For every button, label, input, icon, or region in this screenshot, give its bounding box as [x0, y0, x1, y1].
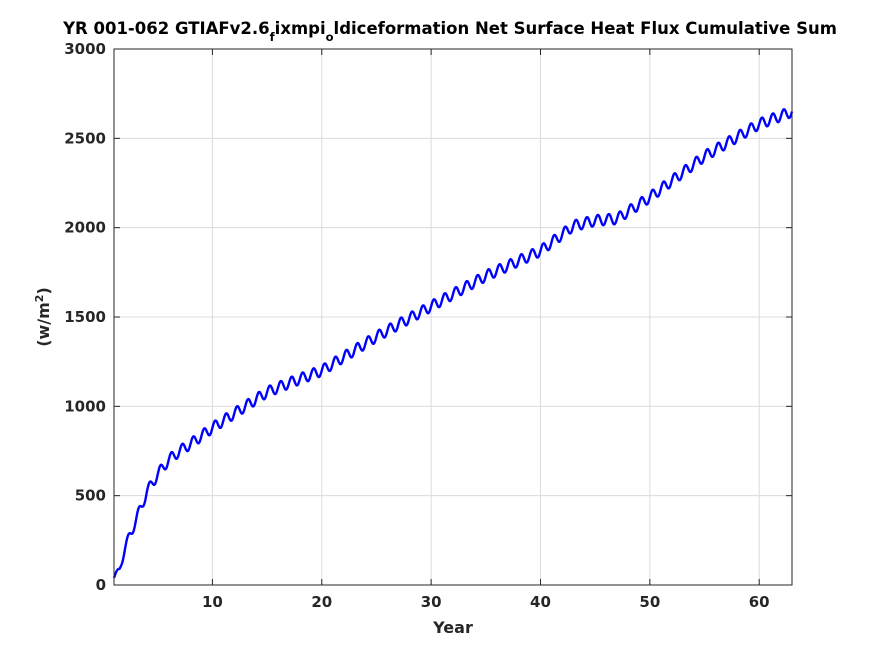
- y-tick-label: 1500: [64, 308, 106, 326]
- series-line: [112, 108, 794, 579]
- x-tick-label: 60: [749, 593, 770, 611]
- ticks: [114, 48, 792, 586]
- x-tick-label: 40: [530, 593, 551, 611]
- y-tick-label: 3000: [64, 40, 106, 58]
- x-tick-label: 20: [311, 593, 332, 611]
- series-line-group: [112, 108, 794, 579]
- chart-title: YR 001-062 GTIAFv2.6fixmpioldiceformatio…: [62, 19, 837, 44]
- y-tick-label: 500: [75, 487, 106, 505]
- y-tick-label: 2000: [64, 219, 106, 237]
- x-tick-label: 50: [639, 593, 660, 611]
- y-tick-label: 2500: [64, 129, 106, 147]
- y-tick-label: 1000: [64, 397, 106, 415]
- grid: [114, 49, 792, 585]
- tick-labels: 10 20 30 40 50 60 0 500 1000 1500 2000 2500 3000: [64, 40, 769, 611]
- y-axis-label: (w/m2): [33, 287, 54, 347]
- x-axis-label: Year: [432, 618, 473, 637]
- y-tick-label: 0: [96, 576, 106, 594]
- x-tick-label: 10: [202, 593, 223, 611]
- x-tick-label: 30: [421, 593, 442, 611]
